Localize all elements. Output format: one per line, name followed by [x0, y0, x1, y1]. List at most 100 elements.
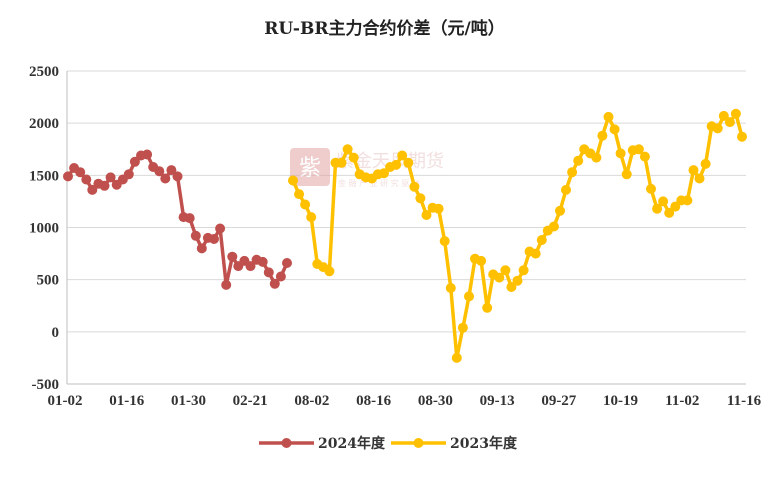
data-point-2024 — [257, 256, 268, 267]
legend-marker-2023 — [413, 438, 424, 448]
x-tick-label: 10-19 — [603, 393, 638, 409]
data-point-2023 — [482, 302, 493, 313]
legend: 2024年度 2023年度 — [259, 435, 518, 452]
data-point-2024 — [209, 234, 219, 244]
data-point-2024 — [160, 173, 171, 184]
data-point-2024 — [87, 184, 98, 195]
data-point-2024 — [129, 156, 140, 167]
y-axis-ticks: -500 0 500 1000 1500 2000 2500 — [29, 64, 59, 393]
data-point-2023 — [512, 275, 523, 286]
x-tick-label: 11-02 — [665, 393, 699, 409]
data-point-2023 — [712, 123, 723, 134]
data-point-2023 — [494, 272, 505, 283]
legend-label-2024: 2024年度 — [318, 435, 386, 452]
data-point-2023 — [336, 157, 347, 168]
data-point-2023 — [658, 196, 669, 207]
y-tick-label: 2000 — [29, 116, 59, 132]
data-point-2023 — [609, 124, 620, 135]
data-point-2024 — [172, 171, 183, 182]
data-point-2023 — [391, 159, 402, 170]
data-point-2024 — [282, 258, 292, 268]
data-point-2023 — [433, 203, 444, 214]
legend-marker-2024 — [281, 438, 292, 448]
data-point-2024 — [215, 223, 226, 234]
data-point-2023 — [700, 158, 711, 169]
data-point-2024 — [184, 213, 195, 224]
x-tick-label: 01-16 — [109, 393, 144, 409]
data-point-2023 — [445, 283, 456, 293]
x-tick-label: 08-16 — [356, 393, 391, 409]
x-tick-label: 01-30 — [171, 393, 206, 409]
y-tick-label: 1000 — [29, 221, 59, 237]
brand-watermark: 紫 紫金天风期货 金 融 产 业 研 究 驱 动 — [290, 148, 444, 188]
series-lines — [63, 108, 747, 363]
data-point-2023 — [415, 193, 426, 204]
data-point-2023 — [561, 184, 571, 195]
data-point-2023 — [439, 236, 450, 247]
data-point-2024 — [166, 165, 177, 176]
data-point-2023 — [688, 165, 699, 176]
data-point-2024 — [63, 171, 73, 182]
data-point-2023 — [555, 205, 565, 216]
y-tick-label: 0 — [52, 325, 60, 341]
x-tick-label: 09-13 — [480, 393, 515, 409]
data-point-2024 — [263, 267, 274, 278]
data-point-2023 — [397, 150, 408, 161]
watermark-slogan: 金 融 产 业 研 究 驱 动 — [338, 178, 420, 188]
legend-item-2023: 2023年度 — [391, 435, 518, 452]
data-point-2023 — [724, 117, 735, 128]
data-point-2023 — [694, 173, 705, 184]
data-point-2024 — [142, 149, 153, 160]
data-point-2023 — [409, 181, 420, 192]
data-point-2023 — [500, 265, 511, 276]
data-point-2023 — [288, 175, 298, 186]
logo-glyph: 紫 — [299, 156, 321, 181]
x-axis-ticks: 01-02 01-16 01-30 02-21 08-02 08-16 08-30 09-13… — [48, 393, 762, 409]
data-point-2023 — [379, 168, 389, 179]
y-tick-label: 2500 — [29, 64, 59, 80]
data-point-2024 — [227, 251, 238, 262]
data-point-2023 — [573, 155, 584, 166]
data-point-2023 — [718, 110, 729, 121]
x-tick-label: 09-27 — [541, 393, 576, 409]
data-point-2023 — [548, 221, 559, 232]
data-point-2024 — [123, 169, 134, 180]
data-point-2024 — [221, 279, 232, 290]
chart-title: RU-BR主力合约价差（元/吨） — [264, 18, 504, 39]
data-point-2023 — [306, 212, 317, 223]
legend-label-2023: 2023年度 — [450, 435, 518, 452]
data-point-2024 — [154, 166, 165, 177]
data-point-2024 — [81, 174, 92, 185]
data-point-2023 — [294, 189, 305, 200]
data-point-2023 — [737, 131, 747, 142]
data-point-2024 — [105, 172, 116, 183]
data-point-2023 — [639, 151, 650, 162]
data-point-2024 — [269, 278, 280, 289]
logo-mark-icon — [290, 148, 330, 186]
data-point-2023 — [451, 352, 462, 363]
y-tick-label: 1500 — [29, 168, 59, 184]
legend-item-2024: 2024年度 — [259, 435, 386, 452]
data-point-2023 — [348, 152, 359, 163]
data-point-2023 — [567, 167, 578, 178]
data-point-2023 — [403, 157, 414, 168]
data-point-2023 — [421, 210, 432, 220]
data-point-2023 — [664, 207, 675, 218]
grid-lines — [66, 70, 746, 385]
data-point-2023 — [476, 255, 487, 266]
data-point-2023 — [464, 291, 474, 302]
data-point-2024 — [190, 230, 201, 241]
y-tick-label: 500 — [37, 273, 60, 289]
data-point-2023 — [300, 199, 311, 210]
data-point-2023 — [518, 265, 529, 276]
data-point-2023 — [597, 130, 608, 141]
data-point-2023 — [342, 144, 353, 155]
data-point-2023 — [615, 148, 626, 159]
y-tick-label: -500 — [32, 377, 60, 393]
data-point-2024 — [75, 167, 86, 178]
data-point-2023 — [324, 266, 335, 277]
data-point-2023 — [670, 201, 681, 212]
data-point-2023 — [652, 203, 663, 214]
